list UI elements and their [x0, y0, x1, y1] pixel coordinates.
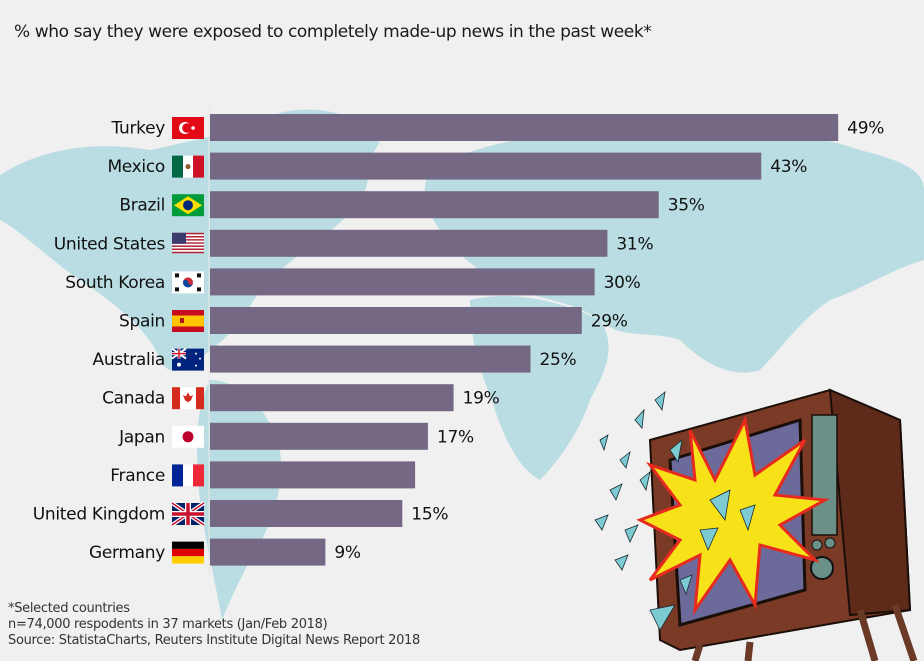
category-label: Turkey: [110, 119, 165, 139]
value-label: 17%: [437, 427, 474, 447]
turkey-flag-icon: [172, 117, 204, 139]
uk-flag-icon: [170, 501, 206, 527]
category-label: United Kingdom: [33, 505, 165, 525]
category-label: South Korea: [65, 273, 165, 293]
us-flag-icon: [172, 232, 204, 254]
note-sample-size: n=74,000 respodents in 37 markets (Jan/F…: [8, 617, 328, 632]
bar-germany: [210, 538, 326, 566]
canada-flag-icon: [172, 387, 204, 410]
france-flag-icon: [172, 464, 204, 487]
bar-japan: [210, 422, 428, 450]
map-europe-asia: [424, 126, 924, 373]
category-label: Japan: [118, 427, 165, 447]
bar-france: [210, 461, 416, 489]
value-label: 29%: [591, 312, 628, 332]
japan-flag-icon: [172, 425, 204, 448]
category-label: Canada: [102, 389, 165, 409]
spain-flag-icon: [172, 310, 204, 332]
value-label: 19%: [463, 389, 500, 409]
bar-australia: [210, 345, 531, 373]
brazil-flag-icon: [172, 194, 204, 217]
glass-shards: [594, 391, 756, 631]
australia-flag-icon: [171, 347, 204, 371]
bar-turkey: [210, 114, 839, 141]
bar-canada: [210, 384, 454, 412]
explosion-burst: [636, 415, 830, 616]
category-label: United States: [54, 234, 166, 254]
note-selected-countries: *Selected countries: [8, 601, 130, 616]
map-africa: [470, 296, 609, 480]
bar-united-states: [210, 229, 608, 257]
bar-united-kingdom: [210, 500, 403, 527]
value-label: 15%: [411, 505, 448, 525]
value-label: 43%: [770, 157, 807, 177]
bar-south-korea: [210, 268, 595, 296]
south-korea-flag-icon: [172, 271, 204, 294]
bar-brazil: [210, 191, 659, 219]
value-label: 49%: [847, 119, 884, 139]
bar-spain: [210, 307, 582, 334]
value-label: 30%: [604, 273, 641, 293]
category-label: Australia: [93, 350, 166, 370]
category-label: Brazil: [119, 196, 165, 216]
value-label: 31%: [616, 234, 653, 254]
category-label: Spain: [119, 312, 165, 332]
note-source: Source: StatistaCharts, Reuters Institut…: [8, 633, 421, 648]
bar-mexico: [210, 152, 762, 180]
category-label: Germany: [89, 543, 165, 563]
value-label: 35%: [668, 196, 705, 216]
chart-title: % who say they were exposed to completel…: [14, 22, 652, 42]
chart-notes: *Selected countries n=74,000 respodents …: [8, 601, 420, 649]
mexico-flag-icon: [172, 155, 204, 178]
category-label: Mexico: [107, 157, 165, 177]
category-label: France: [110, 466, 165, 486]
germany-flag-icon: [172, 541, 204, 564]
value-label: 25%: [540, 350, 577, 370]
value-label: 9%: [334, 543, 361, 563]
exploding-tv-illustration: [594, 388, 918, 661]
